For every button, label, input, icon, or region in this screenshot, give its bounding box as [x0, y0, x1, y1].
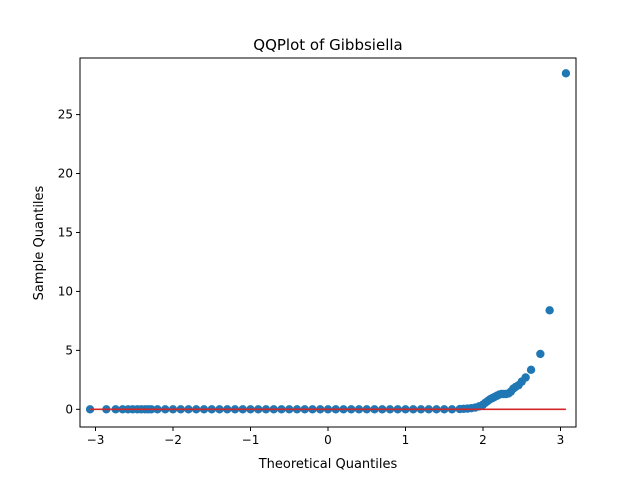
- x-tick-label: 3: [557, 433, 565, 447]
- data-point: [521, 373, 530, 382]
- y-tick-label: 10: [58, 284, 73, 298]
- plot-area: [80, 58, 576, 427]
- chart-title: QQPlot of Gibbsiella: [253, 36, 402, 54]
- data-point: [561, 69, 571, 78]
- y-tick-label: 25: [58, 108, 73, 122]
- y-tick-label: 0: [65, 402, 73, 416]
- x-tick-label: −2: [164, 433, 182, 447]
- y-tick-label: 20: [58, 167, 73, 181]
- data-point: [545, 306, 554, 315]
- data-point: [526, 365, 536, 375]
- data-points: [85, 69, 571, 414]
- y-tick-label: 15: [58, 225, 73, 239]
- x-tick-label: 1: [402, 433, 410, 447]
- x-tick-label: −3: [87, 433, 105, 447]
- data-point: [536, 349, 545, 359]
- plot-background: [80, 58, 576, 427]
- x-tick-label: 2: [479, 433, 487, 447]
- y-axis-label: Sample Quantiles: [32, 185, 47, 300]
- x-axis-label: Theoretical Quantiles: [258, 457, 398, 472]
- x-tick-label: 0: [324, 433, 332, 447]
- y-tick-label: 5: [65, 343, 73, 357]
- ticks: −3 −2 −1 0 1 2 3 0 5 10 15 20 25: [58, 108, 565, 447]
- x-tick-label: −1: [242, 433, 260, 447]
